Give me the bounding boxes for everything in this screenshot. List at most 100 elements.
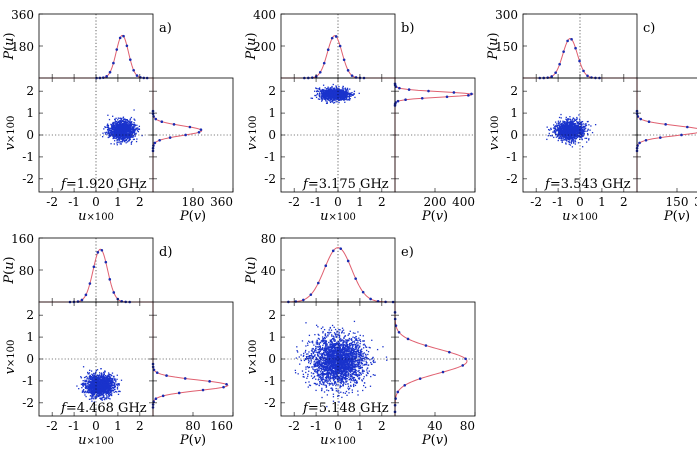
scatter-point: [574, 133, 577, 135]
scatter-point: [576, 122, 578, 125]
scatter-point: [559, 126, 561, 128]
scatter-point: [133, 138, 135, 140]
scatter-point: [589, 129, 591, 131]
scatter-point: [129, 130, 131, 132]
scatter-point: [323, 97, 325, 100]
scatter-point: [121, 131, 124, 133]
scatter-point: [124, 131, 126, 134]
scatter-point: [561, 141, 563, 144]
scatter-point: [563, 138, 566, 141]
scatter-point: [125, 124, 127, 127]
scatter-point: [82, 385, 84, 387]
scatter-point: [576, 136, 578, 138]
scatter-point: [323, 91, 326, 94]
scatter-point: [126, 138, 128, 140]
scatter-point: [346, 96, 348, 99]
scatter-point: [340, 93, 343, 96]
scatter-point: [129, 126, 131, 129]
scatter-point: [571, 138, 574, 140]
scatter-point: [572, 117, 574, 120]
scatter-point: [113, 384, 115, 386]
scatter-point: [559, 133, 561, 135]
scatter-point: [325, 98, 327, 100]
frequency-label: f=3.175 GHz: [302, 177, 389, 192]
scatter-point: [559, 135, 561, 137]
scatter-point: [109, 135, 111, 138]
scatter-point: [334, 95, 337, 97]
scatter-point: [116, 384, 118, 386]
scatter-point: [125, 123, 127, 125]
scatter-point: [89, 375, 92, 378]
scatter-point: [129, 121, 132, 123]
pv-x-tick-label: 300: [694, 195, 697, 209]
scatter-cloud: [101, 109, 143, 146]
scatter-point: [574, 126, 576, 128]
scatter-point: [121, 120, 123, 122]
scatter-point: [114, 136, 116, 138]
scatter-point: [122, 117, 124, 119]
scatter-point: [335, 85, 337, 87]
scatter-point: [333, 93, 335, 95]
scatter-point: [574, 123, 577, 125]
scatter-point: [117, 127, 120, 129]
scatter-point: [87, 377, 89, 379]
scatter-point: [562, 132, 564, 134]
scatter-point: [554, 133, 557, 135]
scatter-point: [337, 89, 339, 92]
scatter-point: [107, 114, 109, 116]
scatter-point: [566, 131, 568, 133]
scatter-point: [570, 127, 573, 129]
scatter-point: [581, 120, 584, 123]
scatter-point: [579, 120, 581, 122]
scatter-point: [120, 118, 123, 120]
pv-axis-label-part: (: [189, 209, 194, 224]
scatter-point: [88, 398, 91, 400]
scatter-point: [553, 127, 556, 130]
scatter-point: [111, 125, 113, 127]
scatter-point: [129, 120, 131, 122]
scatter-point: [119, 131, 121, 133]
scatter-point: [117, 132, 120, 134]
scatter-point: [343, 95, 345, 97]
scatter-point: [102, 379, 104, 382]
scatter-point: [100, 394, 103, 396]
scatter-point: [568, 126, 570, 128]
scatter-point: [569, 138, 571, 140]
scatter-point: [575, 138, 578, 140]
scatter-point: [566, 123, 568, 126]
scatter-point: [582, 129, 584, 132]
scatter-point: [573, 120, 575, 122]
scatter-point: [120, 138, 122, 141]
x-axis-label-part: u: [78, 209, 86, 224]
scatter-point: [347, 92, 349, 94]
scatter-point: [330, 98, 333, 100]
scatter-point: [339, 96, 341, 99]
scatter-point: [113, 132, 116, 134]
scatter-point: [594, 124, 597, 126]
scatter-point: [87, 392, 90, 394]
pv-axis-label-part: (: [431, 209, 436, 224]
scatter-point: [118, 138, 120, 140]
scatter-point: [113, 143, 115, 145]
scatter-point: [578, 118, 581, 120]
scatter-point: [114, 383, 116, 385]
scatter-point: [111, 126, 114, 128]
scatter-point: [136, 127, 138, 130]
scatter-point: [566, 138, 569, 140]
scatter-point: [572, 121, 574, 123]
scatter-point: [580, 127, 582, 130]
scatter-point: [119, 117, 121, 119]
scatter-point: [320, 90, 323, 93]
scatter-point: [117, 141, 119, 144]
scatter-point: [119, 120, 121, 122]
scatter-point: [116, 125, 119, 127]
scatter-point: [582, 123, 584, 125]
scatter-point: [331, 92, 333, 94]
y-axis-label-part: v: [3, 142, 18, 150]
pu-hist-point: [342, 58, 346, 62]
scatter-point: [569, 127, 571, 130]
scatter-point: [570, 123, 572, 125]
scatter-point: [346, 91, 348, 94]
scatter-point: [347, 99, 349, 101]
scatter-point: [325, 98, 328, 100]
